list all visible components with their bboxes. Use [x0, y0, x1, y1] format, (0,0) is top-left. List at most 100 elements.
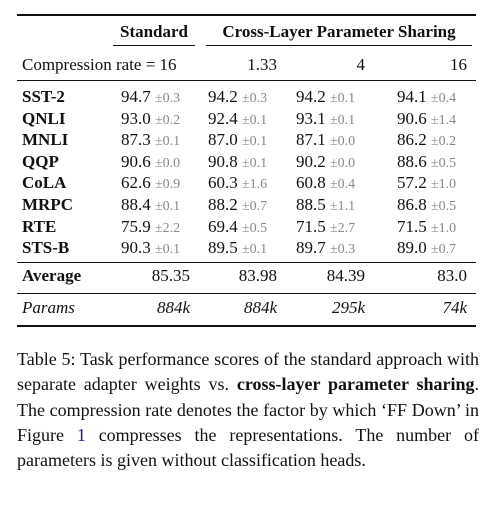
params: 74k — [442, 298, 467, 317]
std: ±1.6 — [242, 177, 268, 193]
std: ±0.1 — [155, 134, 181, 150]
score-cell: 89.0 ±0.7 — [397, 238, 456, 260]
rule — [206, 45, 472, 46]
rule — [113, 45, 195, 46]
caption: Table 5: Task performance scores of the … — [17, 347, 479, 473]
caption-bold: cross-layer parameter sharing — [236, 374, 475, 395]
score-cell: 71.5 ±1.0 — [397, 217, 456, 239]
std: ±0.3 — [242, 91, 268, 106]
score: 94.2 — [208, 87, 238, 106]
score: 69.4 — [208, 216, 238, 236]
score-cell: 94.1 ±0.4 — [397, 87, 456, 109]
std: ±1.0 — [431, 177, 457, 193]
std: ±0.1 — [330, 91, 356, 106]
score: 86.2 — [397, 130, 427, 150]
std: ±0.7 — [242, 199, 268, 214]
score: 88.4 — [121, 195, 151, 214]
score: 90.6 — [397, 108, 427, 128]
std: ±1.0 — [431, 220, 457, 236]
compression-rate: 4 — [356, 55, 366, 74]
score-cell: 87.3 ±0.1 — [121, 130, 180, 152]
score-cell: 90.8 ±0.1 — [208, 152, 267, 174]
score-cell: 88.4 ±0.1 — [121, 195, 180, 217]
std: ±0.0 — [330, 155, 356, 171]
score-cell: 88.2 ±0.7 — [208, 195, 267, 217]
params: 295k — [331, 298, 365, 317]
score: 90.8 — [208, 151, 238, 171]
compression-rate: 16 — [450, 55, 467, 74]
std: ±0.1 — [242, 134, 268, 150]
std: ±0.3 — [155, 91, 181, 106]
rule — [17, 14, 476, 16]
score-cell: 94.2 ±0.3 — [208, 87, 267, 109]
std: ±0.5 — [242, 220, 268, 236]
caption-text: . The compression rate denotes the facto… — [17, 374, 479, 445]
std: ±0.2 — [431, 134, 457, 150]
std: ±2.2 — [155, 220, 181, 236]
score: 89.7 — [296, 238, 326, 258]
score-cell: 93.0 ±0.2 — [121, 109, 180, 131]
score-cell: 87.0 ±0.1 — [208, 130, 267, 152]
score: 94.1 — [397, 87, 427, 106]
std: ±0.1 — [242, 155, 268, 171]
score: 62.6 — [121, 173, 151, 193]
average: 83.98 — [238, 266, 277, 285]
score-cell: 90.6 ±0.0 — [121, 152, 180, 174]
std: ±2.7 — [330, 220, 356, 236]
score-cell: 88.5 ±1.1 — [296, 195, 355, 217]
std: ±0.7 — [431, 242, 457, 258]
task-name: QQP — [22, 151, 59, 171]
score-cell: 90.3 ±0.1 — [121, 238, 180, 260]
task-name: MNLI — [22, 130, 69, 150]
score-cell: 90.2 ±0.0 — [296, 152, 355, 174]
score: 89.0 — [397, 238, 427, 258]
score: 87.3 — [121, 130, 151, 150]
std: ±0.1 — [155, 199, 181, 214]
score: 87.1 — [296, 130, 326, 150]
average: 83.0 — [437, 266, 467, 285]
std: ±0.1 — [242, 112, 268, 128]
header: Cross-Layer Parameter Sharing — [222, 22, 456, 41]
score-cell: 86.8 ±0.5 — [397, 195, 456, 217]
score-cell: 89.7 ±0.3 — [296, 238, 355, 260]
rule — [17, 262, 476, 264]
score: 94.2 — [296, 87, 326, 106]
score: 57.2 — [397, 173, 427, 193]
score: 88.5 — [296, 195, 326, 214]
score-cell: 88.6 ±0.5 — [397, 152, 456, 174]
score: 71.5 — [397, 216, 427, 236]
score: 93.0 — [121, 108, 151, 128]
caption-text: compresses the representations. The numb… — [17, 424, 479, 471]
score-cell: 90.6 ±1.4 — [397, 109, 456, 131]
header: Standard — [119, 22, 189, 41]
std: ±1.4 — [431, 112, 457, 128]
score-cell: 71.5 ±2.7 — [296, 217, 355, 239]
std: ±0.5 — [431, 199, 457, 214]
task-name: QNLI — [22, 108, 66, 128]
std: ±0.1 — [242, 242, 268, 258]
score: 60.8 — [296, 173, 326, 193]
task-name: RTE — [22, 216, 57, 236]
std: ±0.4 — [431, 91, 457, 106]
std: ±0.3 — [330, 242, 356, 258]
std: ±0.1 — [155, 242, 181, 258]
score: 93.1 — [296, 108, 326, 128]
task-name: CoLA — [22, 173, 67, 193]
task-name: STS-B — [22, 238, 70, 258]
score: 71.5 — [296, 216, 326, 236]
task-name: SST-2 — [22, 87, 65, 106]
score: 90.2 — [296, 151, 326, 171]
score-cell: 94.7 ±0.3 — [121, 87, 180, 109]
figure-ref[interactable]: 1 — [76, 424, 86, 445]
std: ±0.1 — [330, 112, 356, 128]
rule — [17, 80, 476, 82]
score: 92.4 — [208, 108, 238, 128]
std: ±0.4 — [330, 177, 356, 193]
std: ±0.0 — [155, 155, 181, 171]
score-cell: 87.1 ±0.0 — [296, 130, 355, 152]
score-cell: 57.2 ±1.0 — [397, 173, 456, 195]
score-cell: 94.2 ±0.1 — [296, 87, 355, 109]
score: 87.0 — [208, 130, 238, 150]
row-label: Compression rate = 16 — [22, 55, 177, 74]
